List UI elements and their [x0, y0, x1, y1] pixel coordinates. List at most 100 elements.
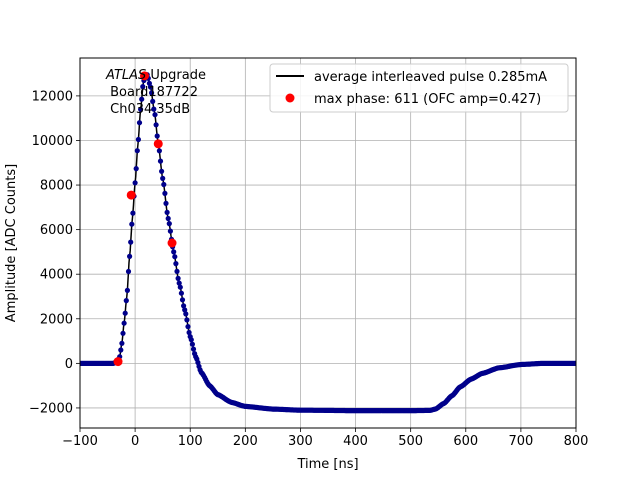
pulse-sample-point [167, 228, 173, 234]
pulse-sample-point [186, 329, 192, 336]
x-axis-label: Time [ns] [296, 457, 358, 472]
x-tick-label: 800 [564, 434, 589, 449]
pulse-sample-point [195, 359, 201, 366]
legend-marker-swatch [285, 93, 295, 103]
y-tick-label: 8000 [40, 179, 73, 194]
annotation-atlas: ATLAS [105, 68, 146, 83]
series-markers-max-phase [113, 71, 177, 367]
pulse-sample-point [160, 175, 166, 181]
pulse-sample-point [188, 337, 194, 343]
pulse-sample-point [185, 324, 191, 330]
y-tick-label: 2000 [40, 312, 73, 327]
pulse-sample-point [149, 90, 155, 96]
pulse-sample-point [177, 284, 183, 290]
pulse-sample-point [161, 181, 167, 188]
pulse-sample-point [190, 346, 197, 352]
max-phase-point [113, 357, 123, 367]
pulse-sample-point [162, 190, 168, 196]
pulse-sample-point [157, 158, 164, 164]
y-tick-label: 0 [65, 357, 73, 372]
data-layer [80, 71, 576, 414]
legend: average interleaved pulse 0.285mA max ph… [269, 63, 569, 113]
max-phase-point [126, 190, 136, 200]
pulse-sample-point [123, 298, 129, 304]
pulse-sample-point [129, 221, 135, 227]
annotation-upgrade: Upgrade [146, 68, 206, 83]
pulse-sample-point [172, 254, 178, 260]
y-tick-label: 4000 [40, 268, 73, 283]
max-phase-point [167, 238, 177, 248]
annotation-line1: ATLAS Upgrade [105, 68, 206, 83]
axis-ticks: −100 0 100 200 300 400 500 600 700 800 −2000 0 2000 4… [29, 89, 588, 449]
pulse-sample-point [135, 136, 141, 143]
y-axis-label: Amplitude [ADC Counts] [4, 164, 19, 322]
x-tick-label: 100 [178, 434, 203, 449]
legend-label-average-pulse: average interleaved pulse 0.285mA [314, 70, 547, 85]
pulse-sample-point [124, 287, 130, 293]
x-tick-label: 200 [233, 434, 258, 449]
pulse-sample-point [122, 310, 128, 316]
legend-label-max-phase: max phase: 611 (OFC amp=0.427) [314, 92, 541, 107]
pulse-sample-point [173, 261, 179, 267]
pulse-sample-point [118, 347, 124, 353]
series-markers-average-pulse [80, 72, 576, 414]
pulse-sample-point [159, 168, 165, 174]
pulse-sample-point [153, 122, 159, 128]
pulse-sample-point [150, 98, 156, 104]
pulse-sample-point [175, 275, 181, 281]
x-tick-label: 400 [343, 434, 368, 449]
pulse-sample-point [134, 148, 140, 154]
pulse-sample-point [140, 84, 146, 90]
pulse-sample-point [179, 297, 186, 303]
max-phase-point [139, 71, 149, 81]
x-tick-label: 300 [288, 434, 313, 449]
pulse-sample-point [189, 341, 195, 347]
pulse-sample-point [139, 96, 145, 102]
pulse-sample-point [130, 210, 136, 216]
pulse-sample-point [128, 239, 134, 245]
annotation-board: Board187722 [106, 85, 198, 100]
pulse-sample-point [154, 133, 160, 139]
pulse-sample-point [165, 215, 171, 222]
pulse-sample-point [132, 180, 138, 186]
y-tick-label: 6000 [40, 223, 73, 238]
y-tick-label: −2000 [29, 401, 73, 416]
pulse-sample-point [156, 148, 162, 154]
atlas-annotation: ATLAS Upgrade Board187722 Ch034 35dB [105, 68, 206, 117]
x-tick-label: 600 [453, 434, 478, 449]
y-tick-label: 12000 [32, 89, 73, 104]
pulse-sample-point [136, 120, 143, 126]
pulse-sample-point [176, 280, 182, 286]
pulse-sample-point [151, 106, 157, 112]
pulse-sample-point [183, 311, 189, 317]
pulse-sample-point [174, 268, 180, 274]
pulse-sample-point [120, 330, 126, 336]
x-tick-label: −100 [62, 434, 98, 449]
pulse-sample-point [178, 290, 184, 296]
legend-box [269, 63, 569, 113]
pulse-sample-point [171, 249, 177, 255]
pulse-sample-point [121, 320, 127, 326]
annotation-channel: Ch034 35dB [106, 102, 190, 117]
pulse-sample-point [133, 166, 139, 172]
x-tick-label: 700 [508, 434, 533, 449]
x-tick-label: 0 [131, 434, 139, 449]
pulse-sample-point [127, 253, 133, 259]
max-phase-point [153, 139, 163, 149]
pulse-sample-point [147, 84, 154, 90]
plot-area [80, 58, 576, 428]
y-tick-label: 10000 [32, 134, 73, 149]
pulse-sample-point [166, 221, 172, 227]
x-tick-label: 500 [398, 434, 423, 449]
pulse-sample-point [125, 268, 132, 275]
pulse-sample-point [119, 340, 125, 346]
pulse-sample-point [163, 200, 169, 206]
pulse-sample-point [164, 209, 170, 215]
pulse-sample-point [181, 303, 187, 309]
pulse-sample-point [138, 106, 144, 112]
pulse-sample-point [184, 317, 190, 323]
plot-frame [79, 57, 577, 429]
pulse-sample-point [182, 307, 188, 313]
pulse-sample-point [152, 112, 158, 118]
